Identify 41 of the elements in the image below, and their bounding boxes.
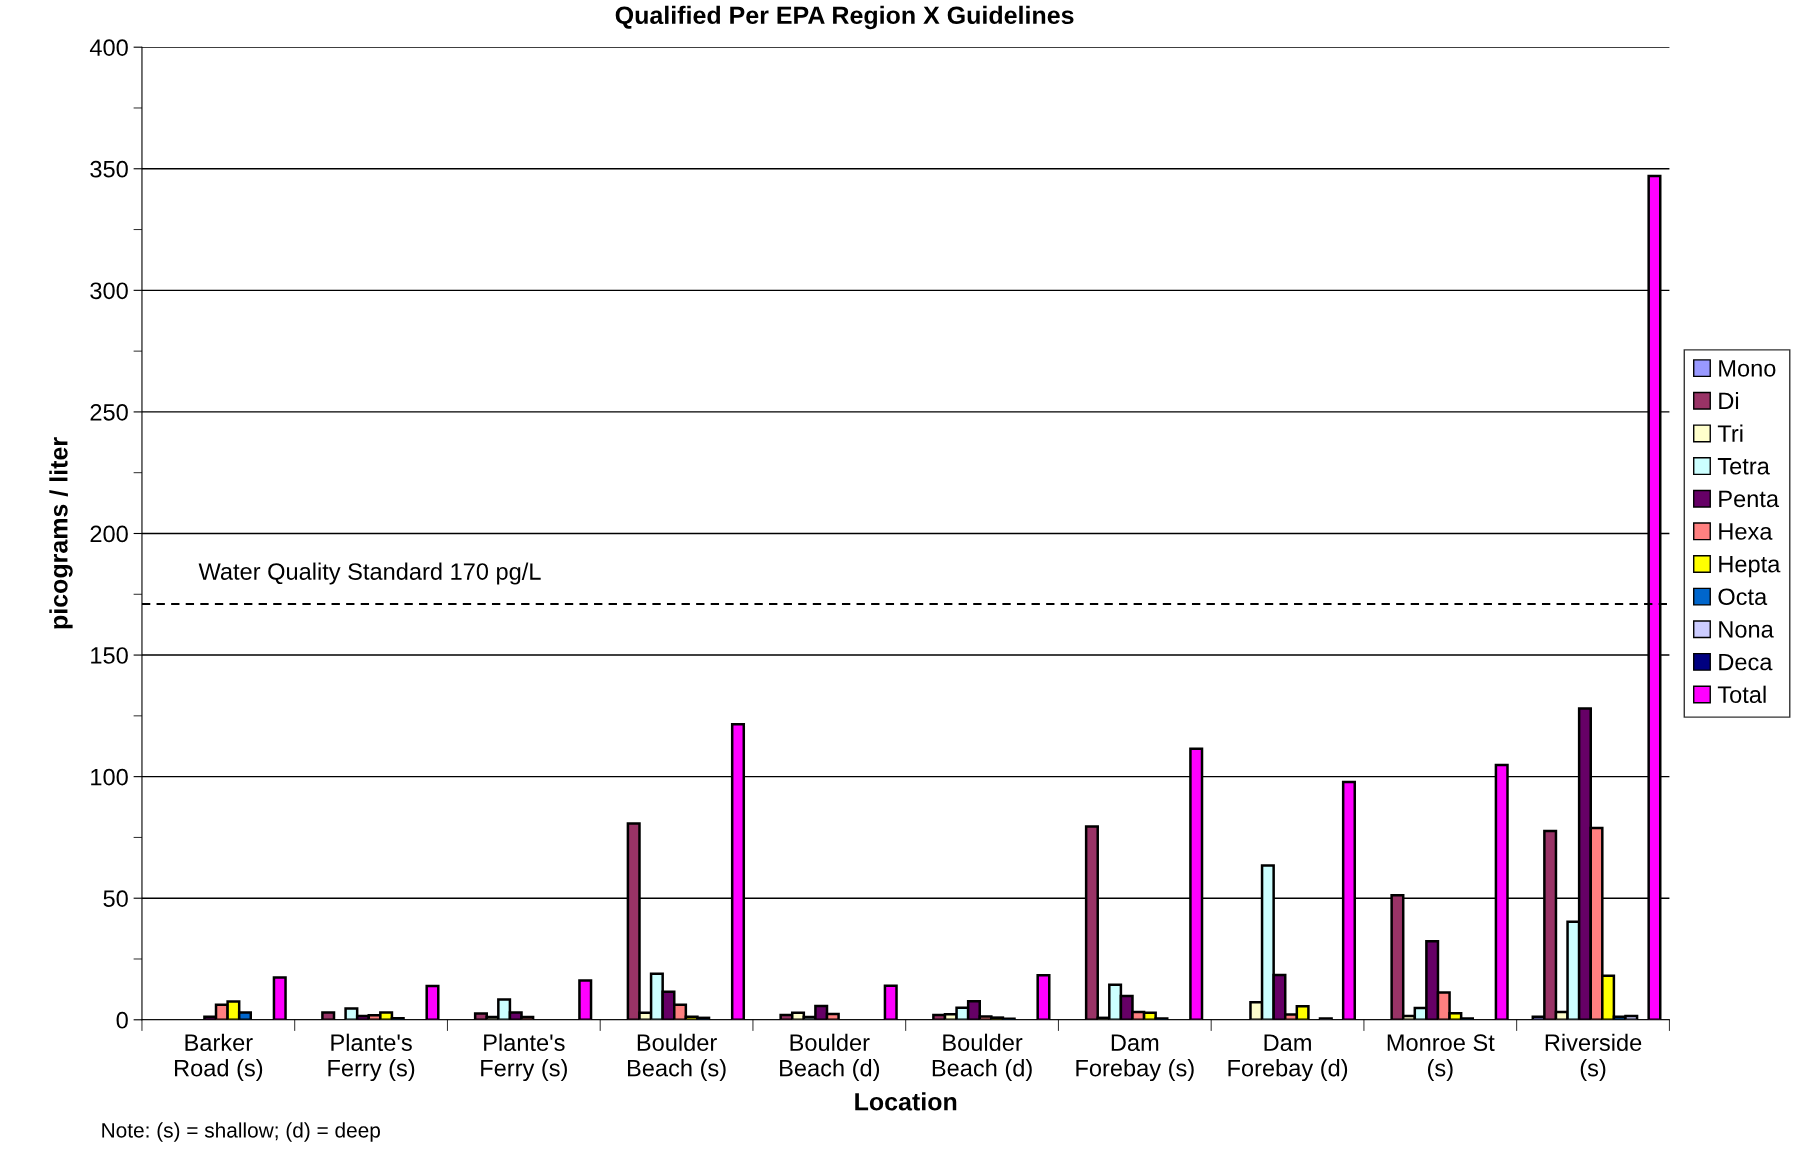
ref-line-label: Water Quality Standard 170 pg/L bbox=[198, 562, 541, 585]
bar bbox=[425, 984, 440, 1020]
x-axis-title: Location bbox=[855, 1092, 957, 1111]
y-tick-label: 0 bbox=[116, 1011, 128, 1029]
x-tick-label: Dam Forebay (d) bbox=[1228, 1034, 1348, 1082]
x-tick-label: Boulder Beach (s) bbox=[627, 1033, 726, 1082]
bar bbox=[883, 984, 898, 1020]
x-tick-label: Barker Road (s) bbox=[175, 1033, 263, 1082]
y-tick-label: 200 bbox=[90, 525, 128, 543]
bar bbox=[1036, 974, 1051, 1020]
x-tick-label: Boulder Beach (d) bbox=[780, 1033, 880, 1082]
legend-label: Tetra bbox=[1717, 458, 1770, 475]
y-tick-label: 250 bbox=[90, 403, 128, 421]
y-tick-label: 100 bbox=[91, 768, 128, 786]
y-tick-label: 150 bbox=[91, 647, 128, 664]
legend-label: Penta bbox=[1719, 490, 1780, 508]
x-tick-label: Plante's Ferry (s) bbox=[481, 1033, 567, 1082]
legend-label: Total bbox=[1717, 685, 1766, 703]
y-tick-label: 400 bbox=[89, 39, 128, 56]
y-tick-label: 350 bbox=[90, 160, 128, 178]
bar bbox=[578, 979, 593, 1020]
x-tick-label: Monroe St (s) bbox=[1387, 1034, 1495, 1082]
legend-label: Octa bbox=[1718, 588, 1768, 606]
chart-title: Qualified Per EPA Region X Guidelines bbox=[615, 5, 1074, 30]
x-tick-label: Dam Forebay (s) bbox=[1076, 1034, 1194, 1082]
text: Note: (s) = shallow; (d) = deep bbox=[102, 1122, 380, 1142]
x-tick-label: Plante's Ferry (s) bbox=[328, 1033, 415, 1082]
bar bbox=[272, 976, 287, 1020]
legend-label: Tri bbox=[1717, 424, 1743, 442]
bar bbox=[321, 1011, 336, 1020]
y-axis-title: picograms / liter bbox=[49, 437, 73, 629]
y-tick-label: 300 bbox=[90, 282, 128, 300]
legend-label: Deca bbox=[1719, 653, 1773, 671]
legend-label: Mono bbox=[1719, 360, 1776, 377]
legend-label: Di bbox=[1719, 391, 1739, 410]
x-tick-label: Boulder Beach (d) bbox=[932, 1033, 1032, 1082]
legend-label: Nona bbox=[1719, 621, 1774, 638]
legend-label: Hepta bbox=[1719, 555, 1781, 578]
legend-label: Hexa bbox=[1719, 523, 1773, 540]
y-tick-label: 50 bbox=[103, 890, 128, 907]
x-tick-label: Riverside (s) bbox=[1545, 1033, 1642, 1082]
